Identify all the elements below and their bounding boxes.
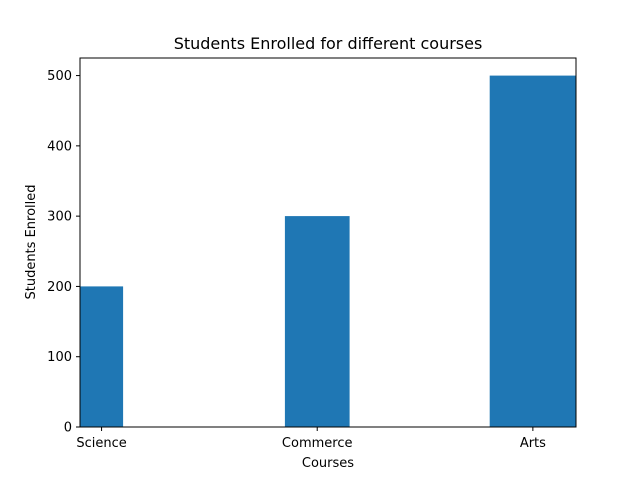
x-tick-label: Science [76,436,126,451]
x-axis-ticks: Science Commerce Arts [76,427,546,451]
y-tick-label: 0 [64,421,72,436]
y-tick-label: 400 [47,139,72,154]
y-tick-label: 100 [47,350,72,365]
chart-title: Students Enrolled for different courses [174,34,483,53]
plot-frame [79,57,577,428]
bar-science [80,286,124,427]
y-axis-label: Students Enrolled [24,184,39,299]
bar-group [80,75,576,427]
x-axis-label: Courses [302,456,354,471]
bar-commerce [284,216,350,427]
y-tick-label: 300 [47,210,72,225]
bar-arts [489,75,576,427]
x-tick-label: Commerce [282,436,353,451]
y-axis-ticks: 0 100 200 300 400 500 [47,69,80,436]
y-tick-label: 500 [47,69,72,84]
x-tick-label: Arts [520,436,546,451]
y-tick-label: 200 [47,280,72,295]
